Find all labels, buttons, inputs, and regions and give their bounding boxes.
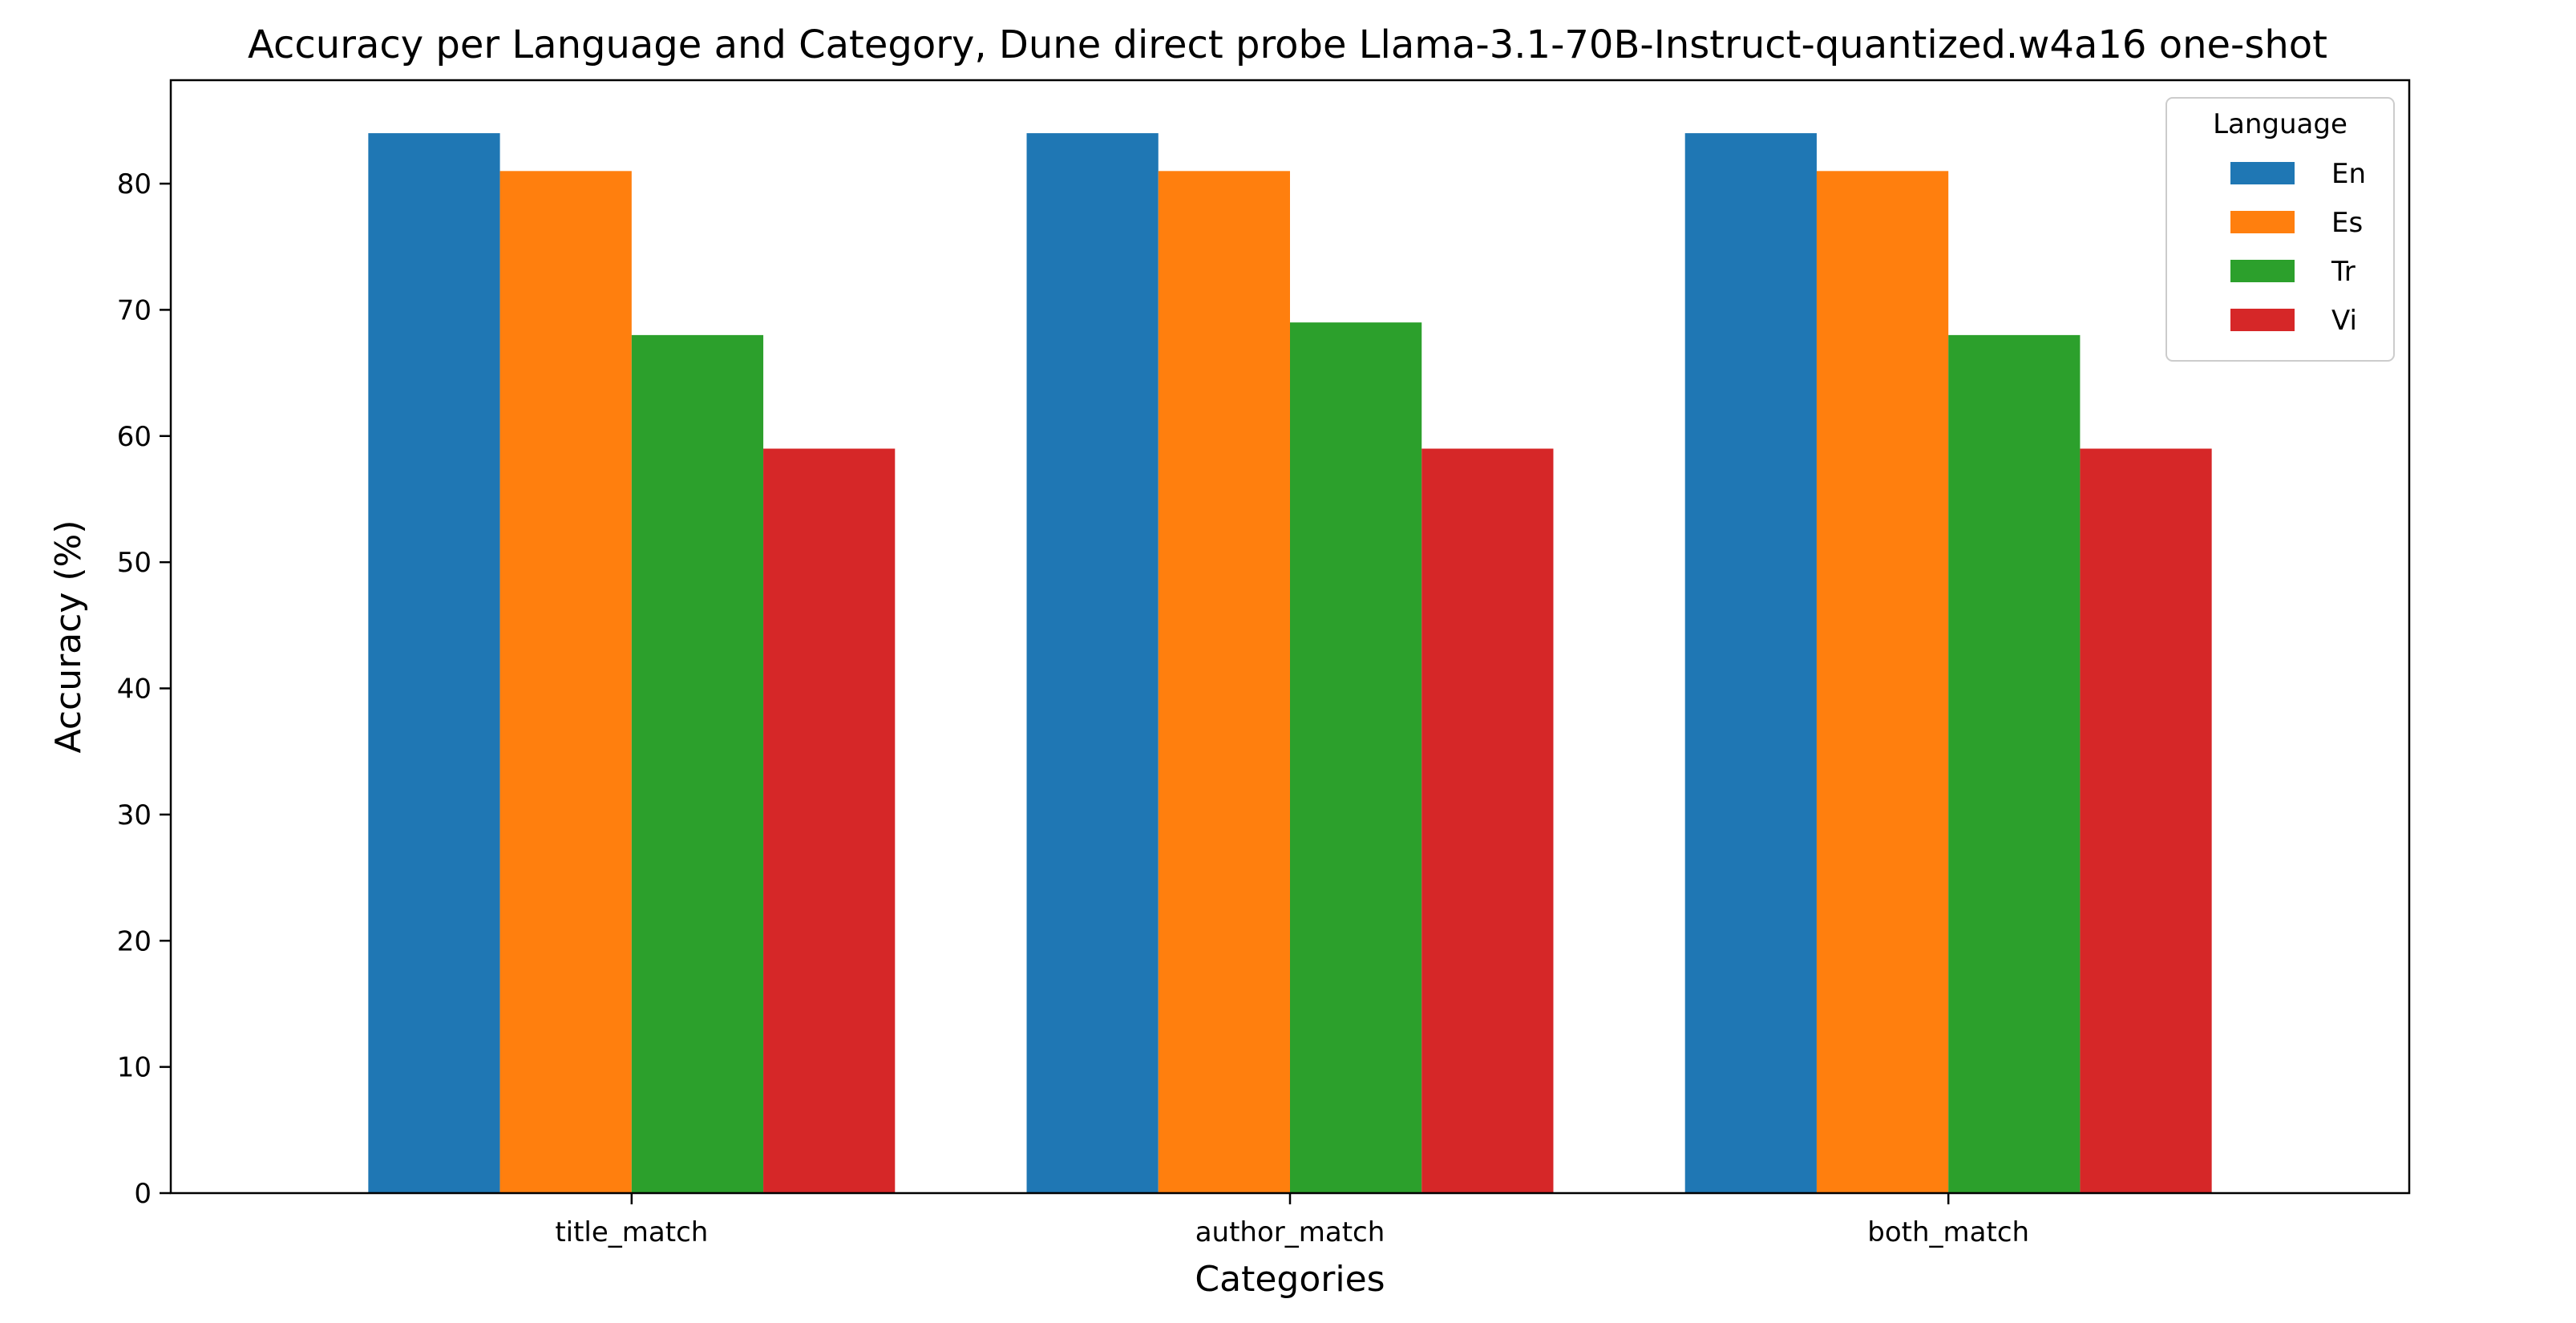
- legend-entries: En Es Tr Vi: [2230, 158, 2366, 337]
- x-tick-label: both_match: [1867, 1216, 2029, 1248]
- x-axis-label: Categories: [1195, 1259, 1385, 1300]
- legend-swatch-es: [2230, 211, 2295, 233]
- bar-en-title_match: [368, 133, 500, 1194]
- y-tick-label: 0: [134, 1178, 152, 1210]
- bars-layer: [368, 133, 2212, 1194]
- bar-tr-author_match: [1290, 322, 1422, 1193]
- bar-es-author_match: [1158, 171, 1290, 1193]
- legend-label-vi: Vi: [2331, 305, 2357, 337]
- y-axis-label: Accuracy (%): [48, 520, 89, 753]
- x-tick-label: author_match: [1195, 1216, 1385, 1248]
- ticks-layer: 0 10 20 30 40 50 60 70 80 title_match author_match…: [117, 168, 2029, 1248]
- bar-vi-author_match: [1421, 448, 1554, 1193]
- legend-label-en: En: [2331, 158, 2366, 190]
- legend-title: Language: [2213, 108, 2348, 140]
- legend-swatch-vi: [2230, 309, 2295, 331]
- legend-label-tr: Tr: [2331, 256, 2356, 288]
- bar-en-both_match: [1684, 133, 1817, 1194]
- legend: Language En Es Tr Vi: [2166, 97, 2395, 362]
- y-tick-label: 50: [117, 547, 152, 579]
- y-tick-label: 80: [117, 168, 152, 200]
- bar-es-both_match: [1816, 171, 1949, 1193]
- y-tick-label: 10: [117, 1052, 152, 1084]
- y-tick-label: 30: [117, 799, 152, 831]
- legend-swatch-en: [2230, 162, 2295, 184]
- y-tick-label: 20: [117, 925, 152, 957]
- legend-label-es: Es: [2331, 207, 2363, 239]
- bar-tr-title_match: [631, 334, 764, 1194]
- bar-es-title_match: [499, 171, 632, 1193]
- legend-swatch-tr: [2230, 260, 2295, 282]
- bar-en-author_match: [1026, 133, 1159, 1194]
- y-tick-label: 60: [117, 421, 152, 453]
- x-tick-label: title_match: [555, 1216, 708, 1248]
- y-tick-label: 70: [117, 294, 152, 326]
- bar-vi-title_match: [763, 448, 896, 1193]
- bar-vi-both_match: [2080, 448, 2212, 1193]
- chart-title: Accuracy per Language and Category, Dune…: [248, 22, 2327, 67]
- y-tick-label: 40: [117, 674, 152, 706]
- bar-tr-both_match: [1948, 334, 2081, 1194]
